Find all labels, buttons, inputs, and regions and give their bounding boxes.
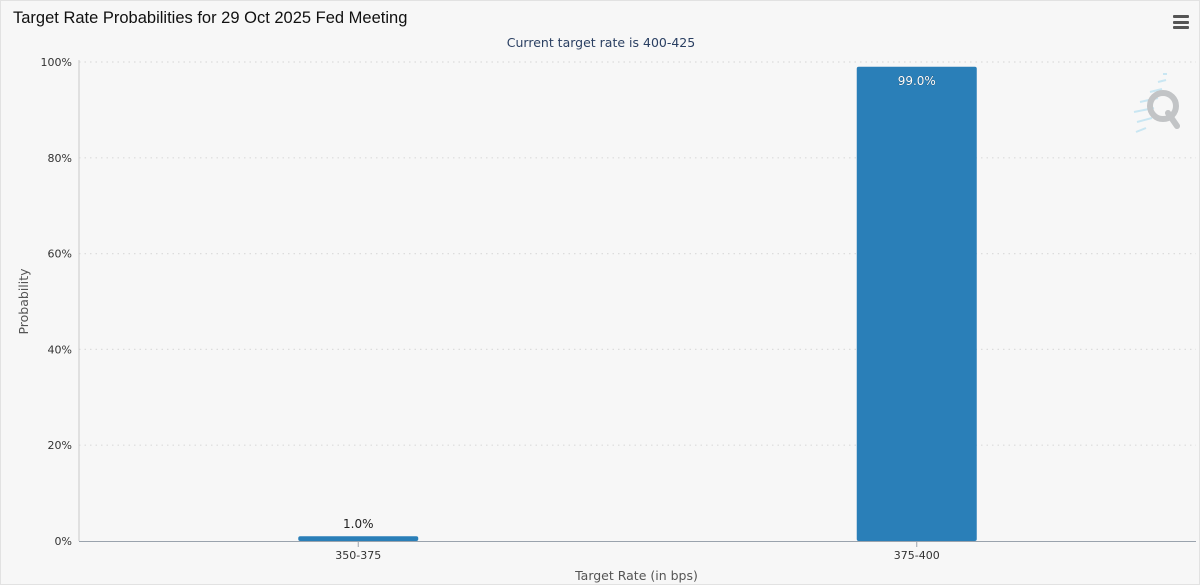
chart-title: Target Rate Probabilities for 29 Oct 202… [13, 9, 408, 27]
hamburger-menu-icon[interactable] [1171, 13, 1191, 31]
logo-ring [1147, 90, 1179, 122]
data-label-375-400: 99.0% [898, 74, 936, 88]
bar-350-375[interactable] [298, 536, 419, 541]
bar-375-400[interactable] [856, 66, 977, 541]
x-axis-title: Target Rate (in bps) [574, 568, 698, 583]
logo-tail [1165, 110, 1180, 129]
y-tick-label: 80% [48, 152, 72, 165]
chart-subtitle: Current target rate is 400-425 [506, 35, 696, 50]
data-label-350-375: 1.0% [343, 517, 374, 531]
y-tick-label: 100% [41, 56, 72, 69]
grid-lines [79, 61, 1196, 446]
logo-stroke [1157, 79, 1167, 83]
y-tick-label: 60% [48, 248, 72, 261]
y-tick-label: 20% [48, 439, 72, 452]
q-logo-icon [1133, 73, 1180, 133]
logo-stroke [1136, 117, 1153, 123]
x-tick-label: 350-375 [335, 549, 381, 562]
data-labels: 1.0% 99.0% [343, 73, 936, 531]
y-axis-title: Probability [16, 268, 31, 335]
bars [298, 66, 977, 541]
y-tick-label: 0% [55, 535, 72, 548]
y-tick-label: 40% [48, 343, 72, 356]
x-tick-label: 375-400 [894, 549, 940, 562]
logo-stroke [1135, 127, 1147, 133]
logo-stroke [1149, 88, 1163, 93]
axes: 0% 20% 40% 60% 80% 100% 350-375 375-400 [41, 56, 1196, 562]
